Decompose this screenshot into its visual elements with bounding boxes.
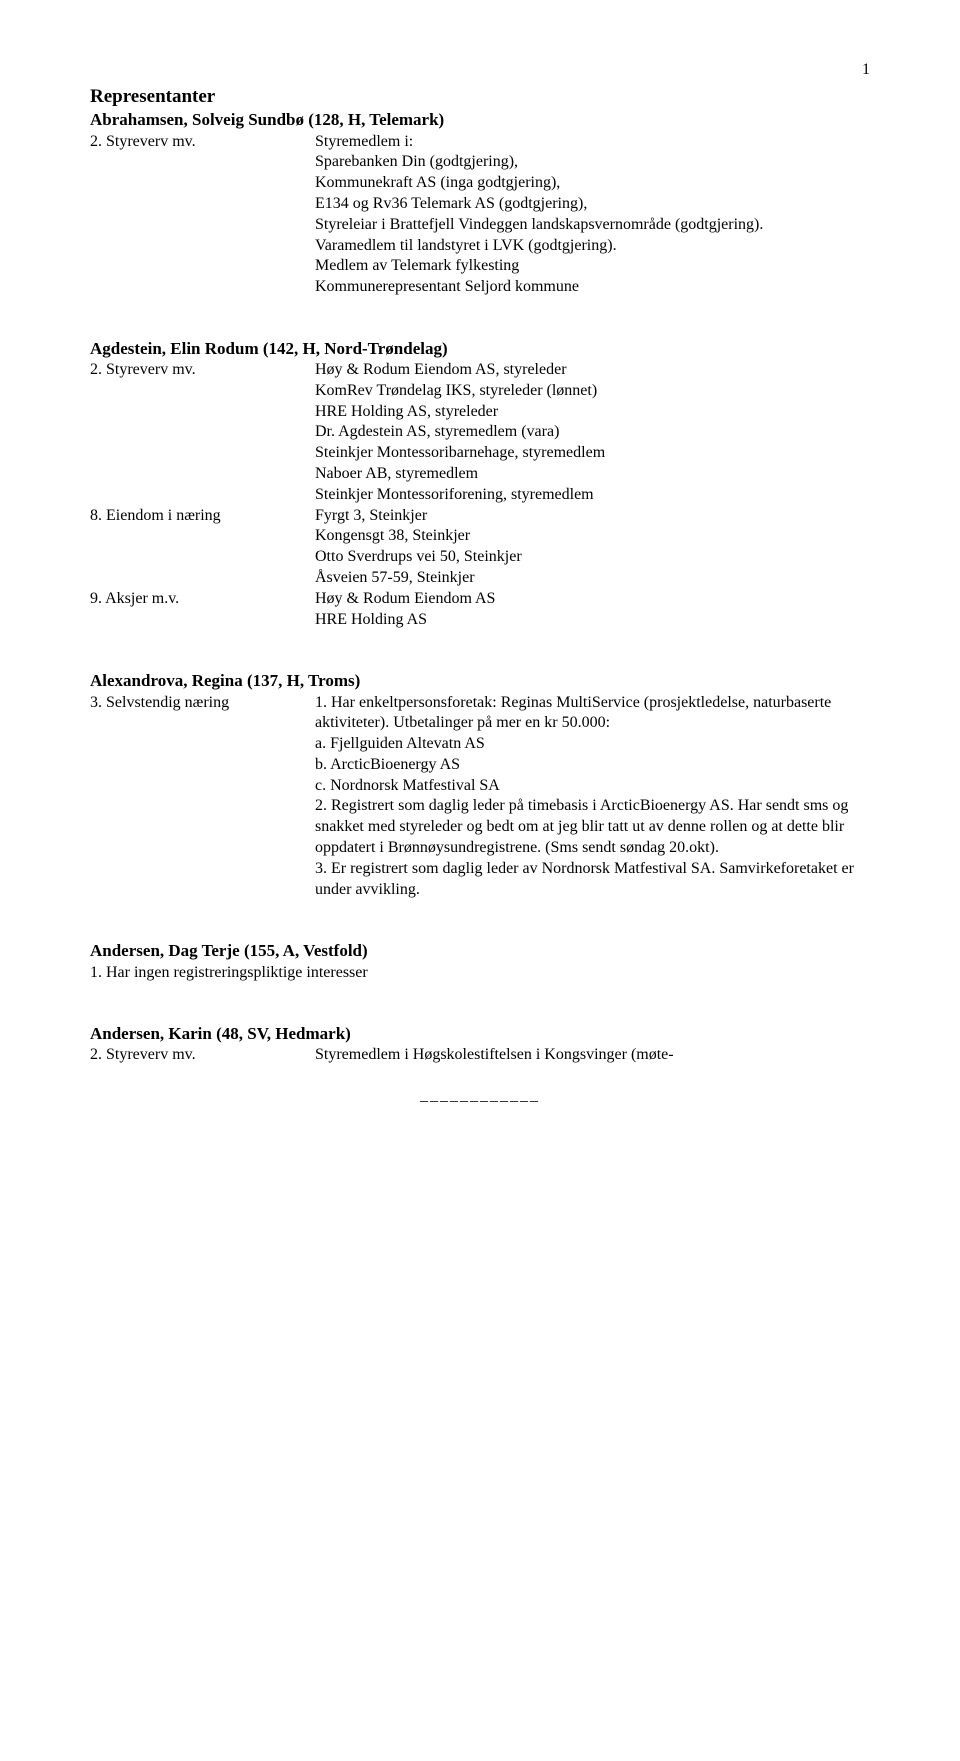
person-title: Andersen, Dag Terje (155, A, Vestfold) — [90, 940, 870, 962]
entry-continuation: Kommunerepresentant Seljord kommune — [315, 277, 870, 298]
entry-continuation: Steinkjer Montessoriforening, styremedle… — [315, 485, 870, 506]
entry-continuation: Styreleiar i Brattefjell Vindeggen lands… — [315, 215, 870, 236]
entry-row: 2. Styreverv mv. Høy & Rodum Eiendom AS,… — [90, 360, 870, 381]
entry-label: 9. Aksjer m.v. — [90, 589, 315, 610]
entry-continuation: Kommunekraft AS (inga godtgjering), — [315, 173, 870, 194]
entry-label: 3. Selvstendig næring — [90, 693, 315, 735]
entry-value: Styremedlem i Høgskolestiftelsen i Kongs… — [315, 1045, 870, 1066]
entry-row: 2. Styreverv mv. Styremedlem i Høgskoles… — [90, 1045, 870, 1066]
entry-row: 3. Selvstendig næring 1. Har enkeltperso… — [90, 693, 870, 735]
person-block: Abrahamsen, Solveig Sundbø (128, H, Tele… — [90, 109, 870, 297]
entry-value: Fyrgt 3, Steinkjer — [315, 506, 870, 527]
person-title: Abrahamsen, Solveig Sundbø (128, H, Tele… — [90, 109, 870, 131]
entry-continuation: E134 og Rv36 Telemark AS (godtgjering), — [315, 194, 870, 215]
entry-continuation: Åsveien 57-59, Steinkjer — [315, 568, 870, 589]
person-block: Andersen, Karin (48, SV, Hedmark) 2. Sty… — [90, 1023, 870, 1066]
entry-label: 1. Har ingen registreringspliktige inter… — [90, 963, 370, 984]
section-header: Representanter — [90, 85, 870, 110]
entry-continuation: c. Nordnorsk Matfestival SA — [315, 776, 870, 797]
person-block: Agdestein, Elin Rodum (142, H, Nord-Trøn… — [90, 338, 870, 630]
entry-continuation: a. Fjellguiden Altevatn AS — [315, 734, 870, 755]
entry-row: 9. Aksjer m.v. Høy & Rodum Eiendom AS — [90, 589, 870, 610]
entry-continuation: Dr. Agdestein AS, styremedlem (vara) — [315, 422, 870, 443]
entry-continuation: b. ArcticBioenergy AS — [315, 755, 870, 776]
page-number: 1 — [90, 60, 870, 81]
entry-continuation: HRE Holding AS — [315, 610, 870, 631]
entry-continuation: Varamedlem til landstyret i LVK (godtgje… — [315, 236, 870, 257]
entry-value: 1. Har enkeltpersonsforetak: Reginas Mul… — [315, 693, 870, 735]
person-title: Andersen, Karin (48, SV, Hedmark) — [90, 1023, 870, 1045]
entry-row: 8. Eiendom i næring Fyrgt 3, Steinkjer — [90, 506, 870, 527]
entry-label: 2. Styreverv mv. — [90, 1045, 315, 1066]
person-title: Agdestein, Elin Rodum (142, H, Nord-Trøn… — [90, 338, 870, 360]
entry-value — [370, 963, 870, 984]
entry-continuation: Naboer AB, styremedlem — [315, 464, 870, 485]
entry-row: 2. Styreverv mv. Styremedlem i: — [90, 132, 870, 153]
entry-value: Styremedlem i: — [315, 132, 870, 153]
entry-row: 1. Har ingen registreringspliktige inter… — [90, 963, 870, 984]
person-block: Alexandrova, Regina (137, H, Troms) 3. S… — [90, 670, 870, 900]
entry-continuation: Sparebanken Din (godtgjering), — [315, 152, 870, 173]
entry-continuation: 2. Registrert som daglig leder på timeba… — [315, 796, 870, 858]
entry-continuation: Steinkjer Montessoribarnehage, styremedl… — [315, 443, 870, 464]
entry-continuation: 3. Er registrert som daglig leder av Nor… — [315, 859, 870, 901]
entry-value: Høy & Rodum Eiendom AS — [315, 589, 870, 610]
person-block: Andersen, Dag Terje (155, A, Vestfold) 1… — [90, 940, 870, 983]
entry-continuation: Kongensgt 38, Steinkjer — [315, 526, 870, 547]
entry-label: 2. Styreverv mv. — [90, 132, 315, 153]
entry-continuation: Otto Sverdrups vei 50, Steinkjer — [315, 547, 870, 568]
entry-continuation: HRE Holding AS, styreleder — [315, 402, 870, 423]
entry-label: 8. Eiendom i næring — [90, 506, 315, 527]
entry-continuation: KomRev Trøndelag IKS, styreleder (lønnet… — [315, 381, 870, 402]
divider: ____________ — [90, 1086, 870, 1107]
entry-continuation: Medlem av Telemark fylkesting — [315, 256, 870, 277]
entry-value: Høy & Rodum Eiendom AS, styreleder — [315, 360, 870, 381]
person-title: Alexandrova, Regina (137, H, Troms) — [90, 670, 870, 692]
entry-label: 2. Styreverv mv. — [90, 360, 315, 381]
